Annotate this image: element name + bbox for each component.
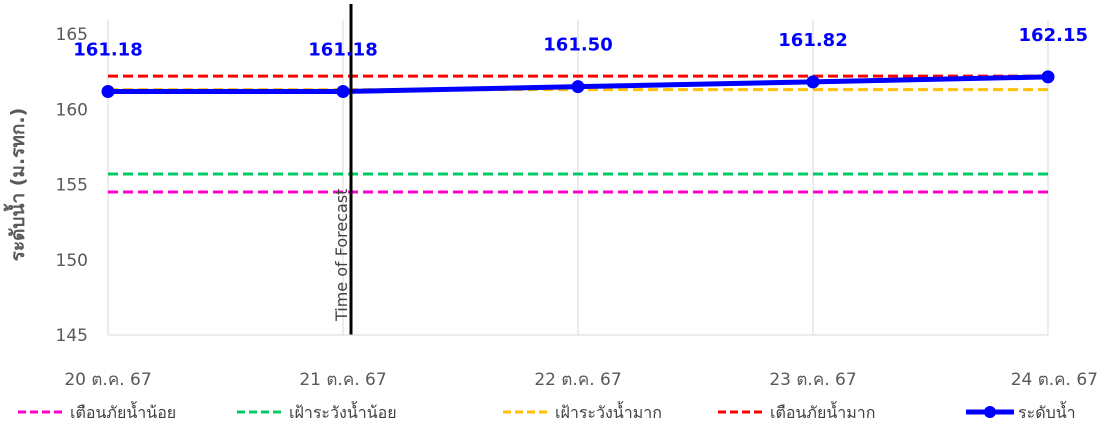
data-point-3 xyxy=(806,75,820,89)
x-tick-label-1: 21 ต.ค. 67 xyxy=(299,370,386,390)
legend-label-0: เตือนภัยน้ำน้อย xyxy=(70,401,176,422)
data-point-4 xyxy=(1041,70,1055,84)
data-point-1 xyxy=(336,84,350,98)
forecast-label: Time of Forecast xyxy=(332,189,351,322)
data-point-2 xyxy=(571,80,585,94)
data-label-1: 161.18 xyxy=(308,39,377,60)
annotation-group: Time of Forecast xyxy=(332,4,353,335)
data-label-3: 161.82 xyxy=(778,30,847,51)
legend-label-2: เฝ้าระวังน้ำมาก xyxy=(555,401,662,422)
x-tick-label-2: 22 ต.ค. 67 xyxy=(534,370,621,390)
legend-label-1: เฝ้าระวังน้ำน้อย xyxy=(289,401,397,422)
x-tick-label-0: 20 ต.ค. 67 xyxy=(64,370,151,390)
y-tick-label-160: 160 xyxy=(56,100,88,120)
legend: เตือนภัยน้ำน้อย เฝ้าระวังน้ำน้อย เฝ้าระวัง… xyxy=(18,401,1076,422)
data-label-0: 161.18 xyxy=(73,39,142,60)
y-tick-label-145: 145 xyxy=(56,326,88,346)
data-label-group: 161.18 161.18 161.50 161.82 162.15 xyxy=(73,25,1088,61)
legend-label-4: ระดับน้ำ xyxy=(1018,401,1076,422)
y-tick-label-150: 150 xyxy=(56,251,88,271)
y-tick-label-165: 165 xyxy=(56,25,88,45)
y-tick-label-155: 155 xyxy=(56,176,88,196)
data-point-0 xyxy=(101,84,115,98)
grid xyxy=(107,20,1049,335)
data-label-4: 162.15 xyxy=(1019,25,1088,46)
y-axis-title: ระดับน้ำ (ม.รทก.) xyxy=(3,108,29,262)
legend-label-3: เตือนภัยน้ำมาก xyxy=(770,401,875,422)
x-tick-label-3: 23 ต.ค. 67 xyxy=(769,370,856,390)
axes: 145 150 155 160 165 20 ต.ค. 67 21 ต.ค. 67 22 ต.… xyxy=(3,25,1098,390)
series-group xyxy=(101,70,1055,194)
legend-marker-4 xyxy=(984,406,996,418)
data-label-2: 161.50 xyxy=(543,35,612,56)
x-tick-label-4: 24 ต.ค. 67 xyxy=(1011,370,1098,390)
